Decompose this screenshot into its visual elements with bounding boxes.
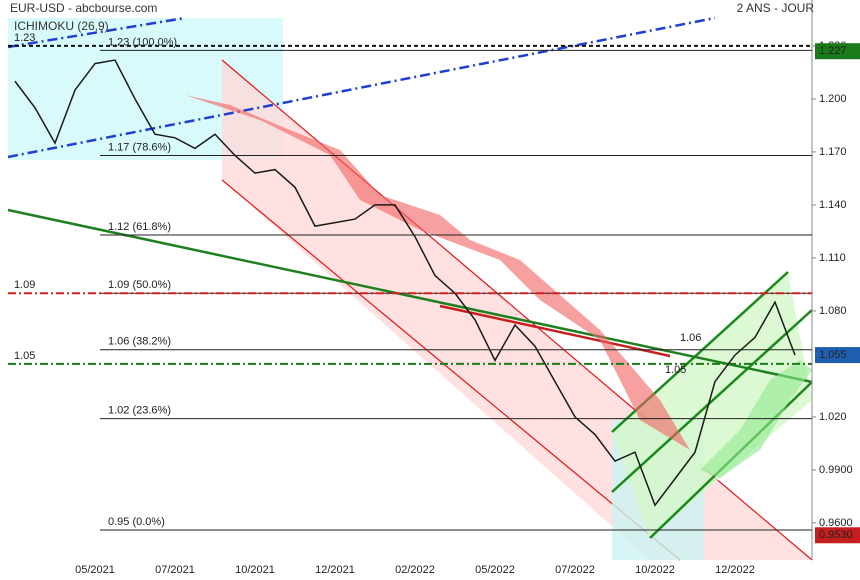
price-tag-label: 0.9530 xyxy=(819,529,853,541)
price-tag-label: 1.055 xyxy=(819,349,847,361)
y-tick-label: 1.170 xyxy=(819,146,847,158)
trend-line xyxy=(439,304,671,358)
x-tick-label: 05/2022 xyxy=(475,564,515,576)
up-channel xyxy=(612,272,812,538)
channel-line xyxy=(611,309,813,493)
y-tick-label: 1.140 xyxy=(819,199,847,211)
indicator-label: ICHIMOKU (26,9) xyxy=(14,19,109,33)
price-tag-label: 1.227 xyxy=(819,45,847,57)
level-label: 1.05 xyxy=(14,350,35,362)
annotation: 1.06 xyxy=(680,332,701,344)
y-tick-label: 0.9600 xyxy=(819,517,853,529)
y-tick-label: 1.080 xyxy=(819,305,847,317)
level-label: 1.09 xyxy=(14,279,35,291)
y-tick-label: 1.200 xyxy=(819,93,847,105)
chart-subtitle: 2 ANS - JOUR xyxy=(737,1,815,15)
trend-line xyxy=(7,16,716,159)
y-tick-label: 1.110 xyxy=(819,252,846,264)
x-tick-label: 07/2022 xyxy=(555,564,595,576)
price-tag xyxy=(815,43,860,60)
x-tick-label: 10/2022 xyxy=(635,564,675,576)
trend-line xyxy=(7,208,813,384)
level-label: 1.23 xyxy=(14,32,35,44)
fib-label: 1.17 (78.6%) xyxy=(108,141,171,153)
annotation: 1.05 xyxy=(665,364,686,376)
x-tick-label: 10/2021 xyxy=(235,564,275,576)
x-tick-label: 02/2022 xyxy=(395,564,435,576)
price-tag xyxy=(815,527,860,544)
channel-line xyxy=(221,179,681,561)
x-tick-label: 12/2022 xyxy=(715,564,755,576)
y-tick-label: 0.9900 xyxy=(819,464,853,476)
price-tag xyxy=(815,347,860,364)
y-tick-label: 1.020 xyxy=(819,411,847,423)
fib-label: 1.02 (23.6%) xyxy=(108,405,171,417)
x-tick-label: 12/2021 xyxy=(315,564,355,576)
fib-label: 1.09 (50.0%) xyxy=(108,279,171,291)
x-tick-label: 07/2021 xyxy=(155,564,195,576)
fib-label: 1.23 (100.0%) xyxy=(108,36,177,48)
fib-label: 1.12 (61.8%) xyxy=(108,221,171,233)
channel-line xyxy=(221,59,813,561)
fib-label: 1.06 (38.2%) xyxy=(108,336,171,348)
trend-line xyxy=(7,16,186,49)
price-line xyxy=(14,59,796,507)
ichimoku-cloud xyxy=(185,95,690,450)
x-tick-label: 05/2021 xyxy=(75,564,115,576)
chart-title: EUR-USD - abcbourse.com xyxy=(10,1,157,15)
fib-label: 0.95 (0.0%) xyxy=(108,516,165,528)
